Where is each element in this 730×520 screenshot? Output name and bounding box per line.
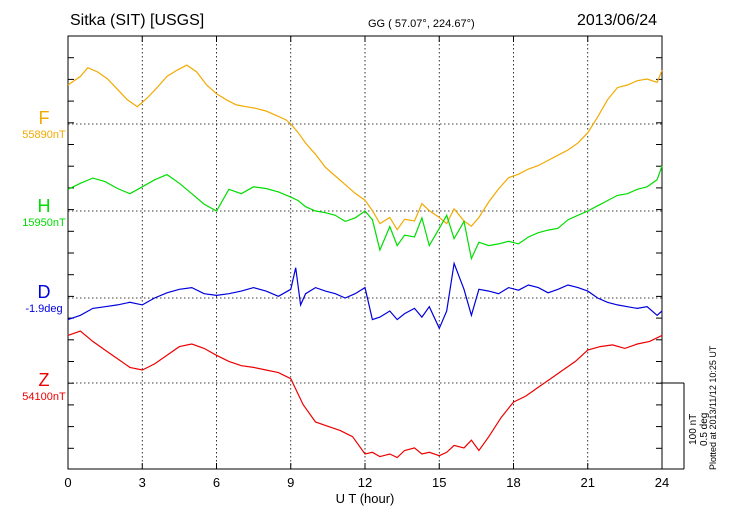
x-tick-label: 3 (139, 475, 146, 490)
plotted-timestamp: Plotted at 2013/11/12 10:25 UT (708, 345, 718, 470)
channel-z-name: Z (38, 370, 50, 390)
channel-d-name: D (37, 282, 51, 302)
series-line-h (67, 165, 663, 261)
series-line-f (67, 64, 663, 231)
channel-z-baseline: 54100nT (22, 391, 66, 403)
date-label: 2013/06/24 (577, 12, 658, 29)
channel-label-h: H 15950nT (14, 196, 74, 229)
x-tick-label: 12 (358, 475, 372, 490)
channel-f-baseline: 55890nT (22, 129, 66, 141)
x-tick-label: 18 (506, 475, 520, 490)
channel-d-baseline: -1.9deg (25, 303, 63, 315)
channel-h-name: H (37, 196, 51, 216)
x-axis-label: U T (hour) (336, 491, 395, 506)
series-line-d (67, 261, 663, 330)
x-axis-ticks: 0 3 6 9 12 15 18 21 24 (64, 35, 669, 490)
geographic-coordinates: GG ( 57.07°, 224.67°) (368, 18, 475, 30)
channel-h-baseline: 15950nT (22, 217, 66, 229)
channel-label-f: F 55890nT (14, 108, 74, 141)
grid (68, 36, 662, 469)
x-tick-label: 24 (655, 475, 669, 490)
station-title: Sitka (SIT) [USGS] (70, 12, 205, 29)
x-tick-label: 0 (64, 475, 71, 490)
x-tick-label: 6 (213, 475, 220, 490)
x-tick-label: 21 (581, 475, 595, 490)
series-line-z (67, 330, 663, 459)
scale-bar (662, 382, 685, 470)
channel-label-d: D -1.9deg (14, 282, 74, 315)
scale-nt: 100 nT (688, 413, 699, 445)
series-lines (67, 64, 663, 459)
scale-label: 100 nT 0.5 deg (688, 413, 710, 446)
x-tick-label: 9 (287, 475, 294, 490)
channel-f-name: F (38, 108, 50, 128)
x-tick-label: 15 (432, 475, 446, 490)
channel-label-z: Z 54100nT (14, 370, 74, 403)
